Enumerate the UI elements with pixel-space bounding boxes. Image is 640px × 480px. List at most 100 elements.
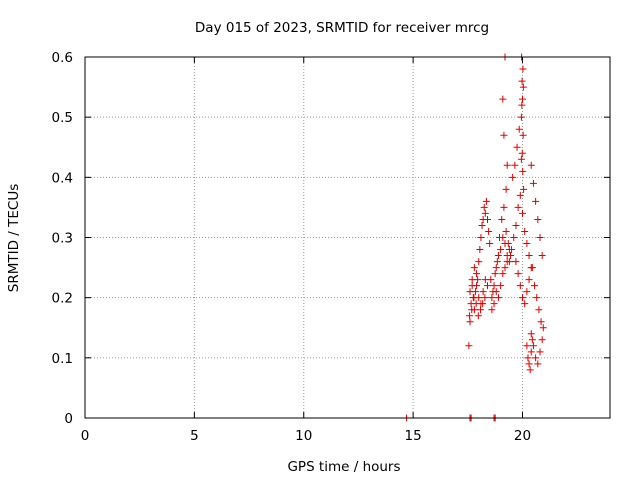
data-point — [474, 312, 482, 320]
data-point — [494, 294, 502, 302]
data-point — [477, 306, 484, 314]
data-point — [487, 276, 495, 284]
data-point — [481, 294, 489, 302]
y-tick-label: 0 — [64, 411, 73, 427]
data-point — [492, 264, 500, 272]
data-point — [494, 252, 502, 260]
x-tick-label: 5 — [190, 428, 199, 444]
data-point — [538, 252, 546, 260]
data-point — [501, 264, 509, 272]
data-point — [536, 348, 544, 356]
data-point — [525, 276, 533, 284]
data-point — [510, 234, 518, 241]
y-tick-label: 0.1 — [52, 351, 73, 367]
data-point — [533, 294, 541, 302]
data-point — [486, 240, 494, 248]
data-point — [476, 246, 484, 254]
data-point — [468, 276, 476, 284]
y-tick-label: 0.6 — [52, 50, 73, 66]
data-point — [512, 221, 520, 229]
data-point — [506, 252, 514, 260]
data-point — [511, 161, 519, 169]
data-point — [537, 318, 545, 326]
data-point — [519, 131, 527, 139]
data-point — [479, 288, 487, 296]
data-point — [497, 282, 505, 290]
data-point — [523, 288, 531, 296]
data-point — [485, 227, 493, 235]
data-point — [500, 131, 508, 139]
data-point — [500, 203, 508, 211]
data-point — [519, 95, 526, 103]
data-point — [480, 203, 488, 211]
y-tick-label: 0.4 — [52, 170, 73, 186]
data-point — [517, 155, 525, 163]
data-point — [516, 282, 524, 290]
data-point — [527, 348, 535, 356]
y-axis-label: SRMTID / TECUs — [6, 184, 22, 292]
chart-title: Day 015 of 2023, SRMTID for receiver mrc… — [195, 20, 489, 36]
data-point — [473, 282, 481, 290]
data-point — [514, 203, 522, 211]
data-point — [518, 77, 526, 85]
data-point — [466, 288, 474, 296]
data-point — [473, 270, 481, 278]
data-point — [528, 264, 536, 272]
data-point — [527, 330, 535, 338]
data-point — [492, 288, 500, 296]
data-point — [488, 306, 496, 314]
plot-frame — [84, 56, 611, 419]
data-point — [518, 149, 526, 157]
data-point — [503, 161, 511, 169]
data-point — [519, 83, 527, 91]
x-tick-label: 0 — [81, 428, 90, 444]
data-point — [490, 300, 498, 308]
data-point — [536, 234, 544, 241]
y-tick-label: 0.3 — [52, 231, 73, 247]
data-point — [519, 294, 526, 302]
data-point — [515, 125, 523, 133]
data-point — [534, 215, 542, 223]
data-point — [504, 240, 512, 248]
data-point — [518, 101, 526, 109]
data-point — [505, 246, 513, 254]
data-point — [499, 95, 507, 103]
data-point — [490, 282, 498, 290]
data-point — [529, 179, 537, 187]
data-point — [523, 240, 531, 248]
data-point — [484, 282, 491, 290]
axis-ticks: 0 5 10 15 20 0 0.1 0.2 0.3 0.4 0.5 0.6 — [52, 50, 610, 444]
data-point — [538, 336, 546, 344]
data-point — [525, 360, 533, 368]
data-point — [519, 65, 527, 73]
y-tick-label: 0.5 — [52, 110, 73, 126]
data-point — [513, 143, 521, 151]
data-point — [520, 185, 528, 193]
data-point — [499, 270, 507, 278]
data-point — [493, 258, 501, 266]
data-point — [516, 191, 524, 199]
data-point — [503, 258, 511, 266]
data-point — [470, 294, 478, 302]
data-point — [496, 234, 504, 241]
data-point — [519, 209, 526, 217]
data-point — [523, 342, 531, 350]
x-tick-label: 20 — [514, 428, 531, 444]
data-point — [470, 264, 478, 272]
data-point — [517, 113, 525, 121]
data-point — [477, 234, 485, 241]
data-point — [466, 318, 474, 326]
data-point — [472, 300, 480, 308]
data-point — [482, 197, 490, 205]
data-point — [535, 306, 543, 314]
data-point — [466, 312, 474, 320]
data-point — [531, 282, 539, 290]
data-point — [478, 221, 486, 229]
data-point — [481, 209, 489, 217]
data-point — [468, 306, 476, 314]
data-point — [521, 227, 529, 235]
data-point — [527, 161, 535, 169]
data-point — [475, 258, 483, 266]
data-point — [488, 294, 496, 302]
